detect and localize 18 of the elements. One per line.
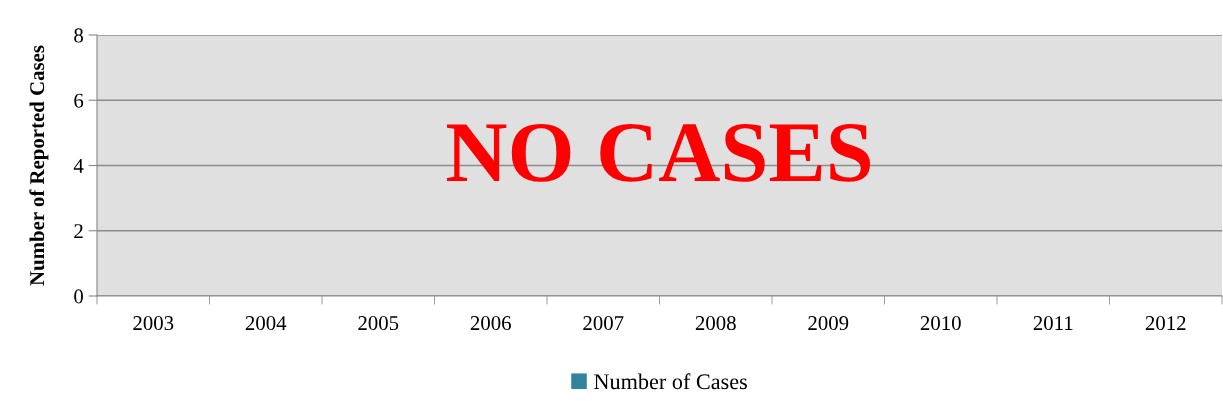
x-tick-label: 2008	[695, 316, 736, 331]
y-tick-label: 2	[74, 224, 83, 238]
x-tick-label: 2010	[920, 316, 961, 331]
x-tick-label: 2009	[808, 316, 849, 331]
y-axis-title: Number of Reported Cases	[29, 45, 49, 286]
x-tick-label: 2011	[1033, 316, 1073, 331]
x-tick-label: 2006	[470, 316, 511, 331]
legend-label: Number of Cases	[594, 373, 747, 390]
y-tick-label: 6	[74, 93, 84, 108]
x-tick-label: 2007	[583, 316, 624, 331]
y-tick-label: 0	[74, 289, 84, 304]
x-tick-label: 2004	[245, 316, 287, 331]
x-tick-label: 2003	[133, 316, 174, 331]
annotation: NO CASES	[447, 123, 870, 182]
y-tick-label: 8	[74, 28, 84, 43]
x-tick-label: 2005	[358, 316, 399, 331]
y-tick-label: 4	[73, 159, 84, 173]
x-tick-label: 2012	[1145, 316, 1186, 331]
